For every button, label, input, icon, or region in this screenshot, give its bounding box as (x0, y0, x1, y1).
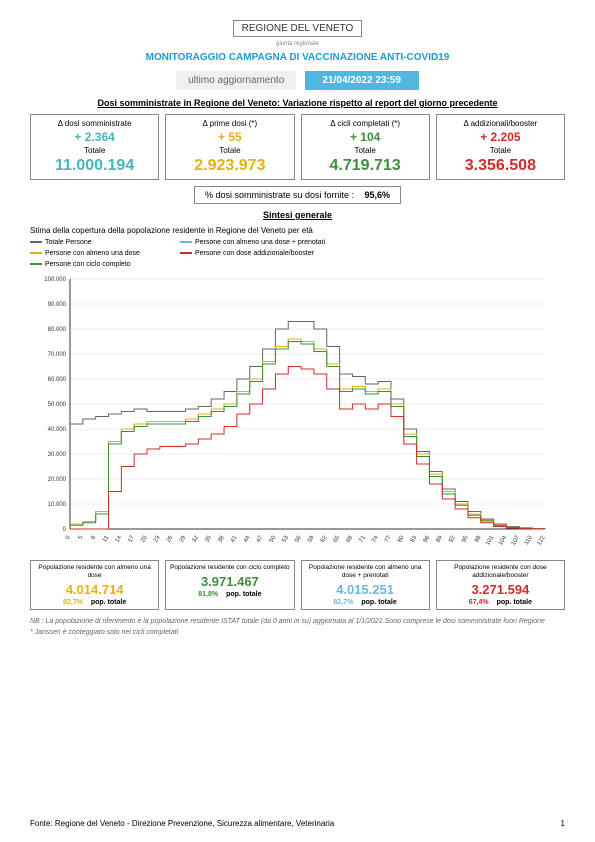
box-title: Δ cicli completati (*) (306, 119, 425, 128)
box-label: Totale (170, 146, 289, 155)
sbox-pct-row: 67,4%pop. totale (440, 599, 561, 606)
box-total: 3.356.508 (441, 157, 560, 175)
legend-item: Persone con almeno una dose + prenotati (180, 237, 325, 248)
box-delta: + 2.364 (35, 130, 154, 144)
legend-item: Persone con dose addizionale/booster (180, 248, 325, 259)
sbox-pct-row: 81,8%pop. totale (169, 591, 290, 598)
box-label: Totale (441, 146, 560, 155)
footer-source: Fonte: Regione del Veneto - Direzione Pr… (30, 819, 334, 828)
svg-text:100.000: 100.000 (44, 277, 66, 283)
sbox-title: Popolazione residente con almeno una dos… (305, 564, 426, 580)
stat-box: Δ cicli completati (*) + 104 Totale 4.719.7… (301, 114, 430, 180)
footnotes: NB : La popolazione di riferimento è la … (30, 618, 565, 636)
box-delta: + 2.205 (441, 130, 560, 144)
footer-page: 1 (561, 819, 565, 828)
sbox-value: 4.014.714 (34, 582, 155, 597)
svg-text:20.000: 20.000 (48, 477, 67, 483)
summary-box: Popolazione residente con almeno una dos… (30, 560, 159, 610)
summary-box: Popolazione residente con ciclo completo… (165, 560, 294, 610)
section-title-synthesis: Sintesi generale (30, 210, 565, 220)
summary-box: Popolazione residente con dose addiziona… (436, 560, 565, 610)
box-title: Δ addizionali/booster (441, 119, 560, 128)
update-row: ultimo aggiornamento 21/04/2022 23:59 (30, 71, 565, 90)
box-label: Totale (306, 146, 425, 155)
sbox-value: 3.971.467 (169, 574, 290, 589)
stat-box: Δ addizionali/booster + 2.205 Totale 3.356.… (436, 114, 565, 180)
sbox-title: Popolazione residente con almeno una dos… (34, 564, 155, 580)
chart-legend: Totale PersonePersone con almeno una dos… (30, 237, 565, 270)
percent-box: % dosi somministrate su dosi fornite : 9… (194, 186, 401, 204)
chart-description: Stima della copertura della popolazione … (30, 226, 565, 235)
svg-text:50.000: 50.000 (48, 402, 67, 408)
svg-text:90.000: 90.000 (48, 302, 67, 308)
summary-boxes: Popolazione residente con almeno una dos… (30, 560, 565, 610)
svg-text:30.000: 30.000 (48, 452, 67, 458)
box-title: Δ prime dosi (*) (170, 119, 289, 128)
stat-box: Δ dosi somministrate + 2.364 Totale 11.000.… (30, 114, 159, 180)
sbox-pct-row: 82,7%pop. totale (34, 599, 155, 606)
svg-text:10.000: 10.000 (48, 502, 67, 508)
stats-boxes: Δ dosi somministrate + 2.364 Totale 11.000.… (30, 114, 565, 180)
footnote-1: NB : La popolazione di riferimento è la … (30, 618, 565, 625)
sbox-value: 4.015.251 (305, 582, 426, 597)
logo-text: REGIONE DEL VENETO (233, 20, 363, 37)
percent-label: % dosi somministrate su dosi fornite : (205, 190, 354, 200)
svg-text:80.000: 80.000 (48, 327, 67, 333)
sbox-title: Popolazione residente con ciclo completo (169, 564, 290, 572)
box-title: Δ dosi somministrate (35, 119, 154, 128)
box-total: 2.923.973 (170, 157, 289, 175)
summary-box: Popolazione residente con almeno una dos… (301, 560, 430, 610)
stat-box: Δ prime dosi (*) + 55 Totale 2.923.973 (165, 114, 294, 180)
box-label: Totale (35, 146, 154, 155)
box-total: 4.719.713 (306, 157, 425, 175)
coverage-chart: 010.00020.00030.00040.00050.00060.00070.… (30, 274, 550, 554)
legend-item: Totale Persone (30, 237, 140, 248)
sbox-title: Popolazione residente con dose addiziona… (440, 564, 561, 580)
legend-item: Persone con almeno una dose (30, 248, 140, 259)
svg-text:60.000: 60.000 (48, 377, 67, 383)
logo-block: REGIONE DEL VENETO giunta regionale (30, 20, 565, 48)
svg-text:70.000: 70.000 (48, 352, 67, 358)
update-date: 21/04/2022 23:59 (305, 71, 419, 90)
update-label: ultimo aggiornamento (176, 71, 296, 90)
svg-text:40.000: 40.000 (48, 427, 67, 433)
sbox-value: 3.271.594 (440, 582, 561, 597)
legend-item: Persone con ciclo completo (30, 259, 140, 270)
logo-subtitle: giunta regionale (276, 41, 319, 47)
box-delta: + 104 (306, 130, 425, 144)
percent-value: 95,6% (365, 190, 391, 200)
sbox-pct-row: 82,7%pop. totale (305, 599, 426, 606)
page-title: MONITORAGGIO CAMPAGNA DI VACCINAZIONE AN… (30, 52, 565, 63)
box-total: 11.000.194 (35, 157, 154, 175)
box-delta: + 55 (170, 130, 289, 144)
percent-row: % dosi somministrate su dosi fornite : 9… (30, 186, 565, 204)
footer: Fonte: Regione del Veneto - Direzione Pr… (30, 819, 565, 828)
footnote-2: * Janssen è conteggiato solo nei cicli c… (30, 629, 565, 636)
section-title-doses: Dosi somministrate in Regione del Veneto… (30, 98, 565, 108)
